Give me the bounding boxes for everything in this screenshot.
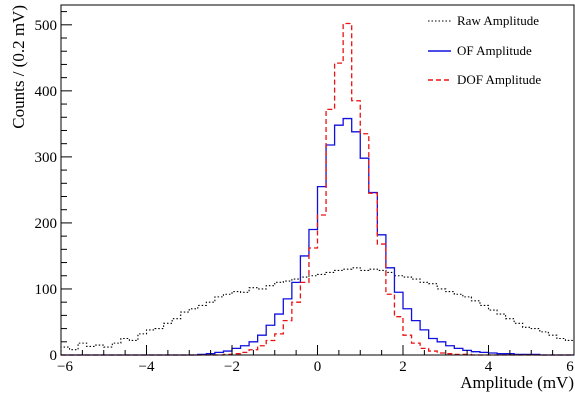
x-tick-label: 0 (314, 359, 322, 375)
x-tick-label: 4 (485, 359, 493, 375)
y-tick-label: 400 (35, 84, 58, 100)
legend-entry-label: DOF Amplitude (457, 72, 541, 87)
x-tick-label: 2 (399, 359, 407, 375)
y-tick-label: 500 (35, 18, 58, 34)
y-axis-label: Counts / (0.2 mV) (9, 5, 28, 129)
legend-entry-label: Raw Amplitude (457, 13, 539, 28)
y-tick-label: 0 (50, 348, 58, 364)
y-tick-label: 200 (35, 216, 58, 232)
y-axis: 0 100 200 300 400 500 (35, 11, 72, 364)
x-axis-label: Amplitude (mV) (460, 373, 574, 392)
legend-entry-label: OF Amplitude (457, 43, 532, 58)
series-line-dof-amplitude (61, 22, 574, 356)
y-tick-label: 300 (35, 150, 58, 166)
x-axis: −6 −4 −2 0 2 4 6 (57, 345, 575, 375)
legend: Raw Amplitude OF Amplitude DOF Amplitude (428, 13, 541, 87)
y-tick-label: 100 (35, 282, 58, 298)
x-tick-label: −2 (224, 359, 240, 375)
x-tick-label: −4 (139, 359, 155, 375)
x-tick-label: 6 (566, 359, 574, 375)
series-line-raw-amplitude (60, 267, 574, 355)
x-tick-label: −6 (57, 359, 73, 375)
